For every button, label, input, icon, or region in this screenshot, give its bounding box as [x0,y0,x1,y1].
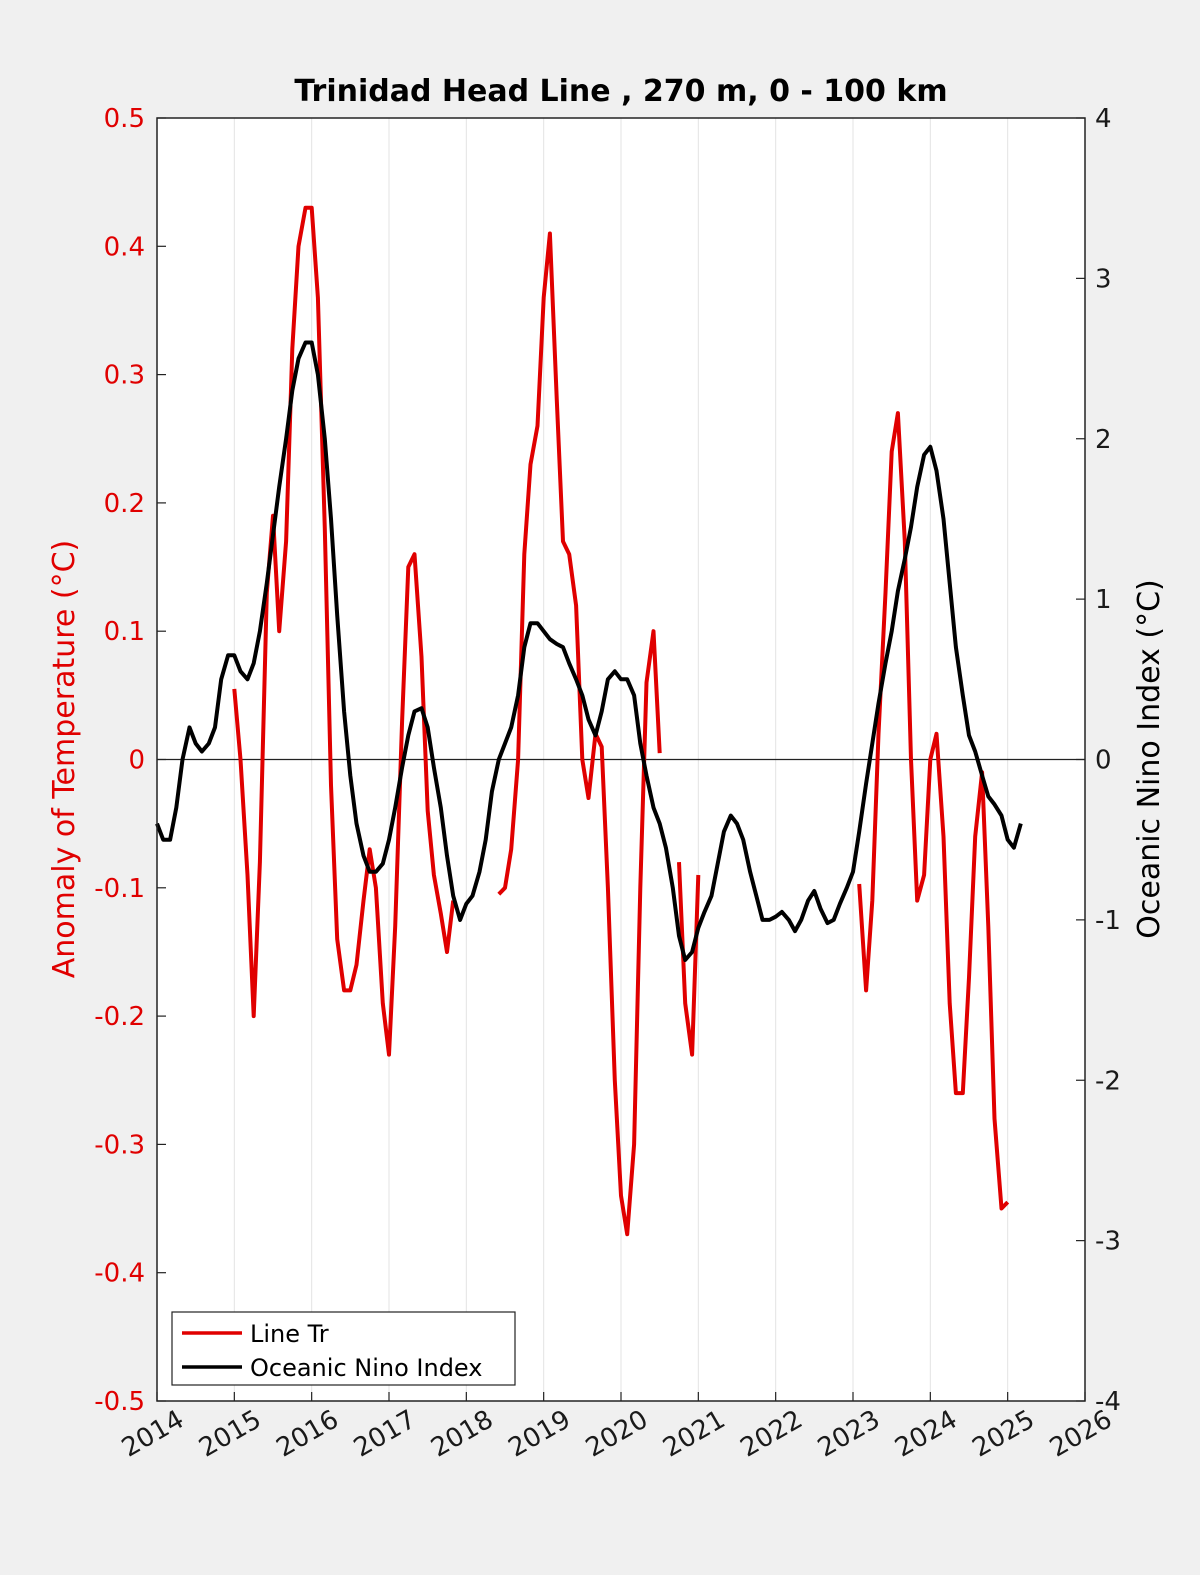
left-tick-label: 0.3 [104,361,145,391]
left-tick-label: 0.4 [104,232,145,262]
x-tick-label: 2025 [968,1405,1040,1464]
right-tick-label: 0 [1095,746,1112,776]
left-tick-label: -0.3 [94,1130,145,1160]
x-tick-label: 2020 [581,1405,653,1464]
right-tick-label: -2 [1095,1066,1121,1096]
x-tick-label: 2019 [504,1405,576,1464]
right-tick-label: -1 [1095,906,1121,936]
left-tick-label: -0.4 [94,1259,145,1289]
legend-box [171,1311,516,1386]
left-axis-label: Anomaly of Temperature (°C) [47,540,82,979]
left-tick-label: -0.2 [94,1002,145,1032]
line-tr-series [677,862,701,1057]
right-tick-label: 2 [1095,425,1112,455]
right-tick-label: -4 [1095,1387,1121,1417]
line-tr-series [857,411,1010,1211]
x-tick-label: 2023 [813,1405,885,1464]
x-axis-ticks: 2014 2015 2016 2017 2018 2019 2020 2021 2022 2023… [117,1392,1117,1464]
legend: Line Tr Oceanic Nino Index [171,1311,516,1386]
right-axis-label: Oceanic Nino Index (°C) [1132,579,1167,939]
right-tick-label: 4 [1095,104,1112,134]
left-tick-label: 0.2 [104,489,145,519]
x-tick-label: 2026 [1045,1405,1117,1464]
right-tick-label: -3 [1095,1227,1121,1257]
x-tick-label: 2015 [194,1405,266,1464]
legend-label-oni: Oceanic Nino Index [250,1354,482,1382]
right-axis-ticks: 4 3 2 1 0 -1 -2 -3 -4 [1076,104,1121,1417]
left-axis-ticks: 0.5 0.4 0.3 0.2 0.1 0 -0.1 -0.2 -0.3 -0.4 -0.5 [94,104,166,1417]
x-tick-label: 2021 [658,1405,730,1464]
x-tick-label: 2016 [272,1405,344,1464]
left-tick-label: 0 [128,746,145,776]
right-tick-label: 1 [1095,585,1112,615]
x-tick-label: 2017 [349,1405,421,1464]
x-tick-label: 2018 [426,1405,498,1464]
right-tick-label: 3 [1095,264,1112,294]
series-layer [155,205,1023,1237]
left-tick-label: -0.5 [94,1387,145,1417]
x-tick-label: 2022 [736,1405,808,1464]
legend-label-line-tr: Line Tr [250,1320,329,1348]
left-tick-label: 0.5 [104,104,145,134]
left-tick-label: -0.1 [94,874,145,904]
chart-title: Trinidad Head Line , 270 m, 0 - 100 km [294,74,947,109]
left-tick-label: 0.1 [104,617,145,647]
oni-series [155,340,1023,962]
x-tick-label: 2024 [890,1405,962,1464]
